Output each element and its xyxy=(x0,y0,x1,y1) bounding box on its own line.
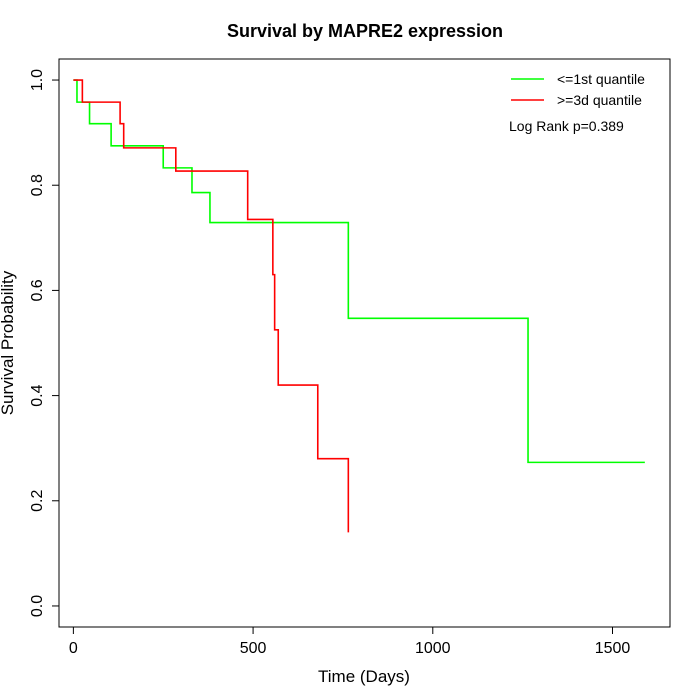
x-tick-label: 0 xyxy=(69,640,78,657)
x-tick-label: 500 xyxy=(240,640,267,657)
series-layer xyxy=(73,79,645,533)
log-rank-annotation: Log Rank p=0.389 xyxy=(509,118,624,134)
y-tick-label: 0.8 xyxy=(29,174,46,196)
y-tick-label: 0.6 xyxy=(29,279,46,301)
legend-label: <=1st quantile xyxy=(557,71,645,87)
series-line--1st-quantile xyxy=(73,79,645,464)
legend: <=1st quantile >=3d quantile xyxy=(511,71,645,108)
y-tick-label: 0.4 xyxy=(29,384,46,406)
y-tick-label: 0.2 xyxy=(29,490,46,512)
x-tick-label: 1500 xyxy=(595,640,631,657)
axes: 0 500 1000 1500 0.0 0.2 0.4 0.6 0.8 1.0 xyxy=(29,69,630,657)
x-axis-label: Time (Days) xyxy=(318,667,410,686)
y-axis-label: Survival Probability xyxy=(0,270,17,415)
series-line--3d-quantile xyxy=(73,79,350,533)
y-tick-label: 0.0 xyxy=(29,595,46,617)
y-tick-label: 1.0 xyxy=(29,69,46,91)
x-tick-label: 1000 xyxy=(415,640,451,657)
legend-label: >=3d quantile xyxy=(557,92,642,108)
chart-title: Survival by MAPRE2 expression xyxy=(227,21,503,41)
plot-frame xyxy=(58,58,671,628)
